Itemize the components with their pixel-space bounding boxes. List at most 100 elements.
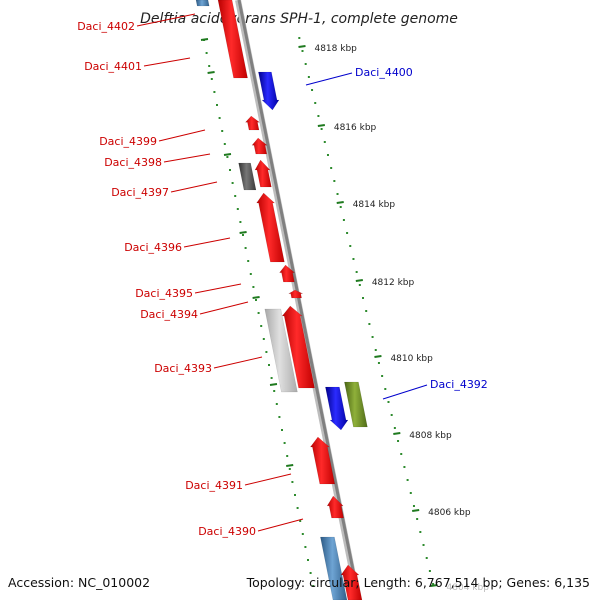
gene-bar-daci-4400[interactable] (258, 71, 280, 111)
gene-bar-daci-4401[interactable] (217, 0, 248, 79)
gene-bar-daci-4395[interactable] (279, 264, 296, 283)
gene-label-daci-4392[interactable]: Daci_4392 (430, 378, 488, 391)
guide-dot-right (387, 401, 390, 403)
guide-dot-right (333, 180, 336, 182)
gene-label-daci-4401[interactable]: Daci_4401 (84, 60, 142, 73)
gene-bar-daci-4392-blue[interactable] (325, 386, 349, 431)
guide-dot-left (283, 442, 286, 444)
gene-label-daci-4400[interactable]: Daci_4400 (355, 66, 413, 79)
guide-dot-right (393, 427, 396, 429)
gene-label-daci-4396[interactable]: Daci_4396 (124, 241, 182, 254)
guide-dot-left (221, 130, 224, 132)
guide-dot-left (213, 91, 216, 93)
guide-dot-left (231, 182, 234, 184)
gene-bar-daci-4398[interactable] (251, 137, 268, 155)
gene-bar-daci-4393-gray[interactable] (264, 308, 298, 393)
guide-dot-left (234, 195, 237, 197)
label-connector-daci-4396 (183, 237, 231, 248)
gene-bar-daci-4393[interactable] (281, 305, 315, 389)
gene-label-daci-4402[interactable]: Daci_4402 (77, 20, 135, 33)
accession-text: Accession: NC_010002 (8, 575, 150, 590)
guide-dot-left (216, 104, 218, 106)
guide-dot-right (336, 193, 339, 195)
guide-tick-left (200, 38, 209, 41)
scale-tick (412, 509, 420, 512)
scale-tick (374, 355, 382, 358)
topology-summary: Topology: circular; Length: 6,767,514 bp… (246, 575, 590, 590)
guide-dot-right (342, 219, 345, 221)
gene-label-daci-4397[interactable]: Daci_4397 (111, 186, 169, 199)
guide-dot-left (208, 65, 211, 67)
gene-bar-daci-4392-olive[interactable] (344, 381, 368, 428)
guide-dot-right (371, 336, 374, 338)
guide-dot-right (349, 245, 352, 247)
gene-labels: Daci_4402 Daci_4401 Daci_4400 Daci_4399 Daci… (77, 13, 488, 538)
guide-dot-left (210, 78, 213, 80)
guide-tick-left (286, 464, 294, 467)
guide-dot-left (307, 559, 309, 561)
gene-bar-daci-4397-gray[interactable] (238, 162, 257, 191)
gene-bar-daci-4397[interactable] (254, 159, 272, 188)
guide-dot-right (339, 206, 342, 208)
guide-dot-left (257, 312, 260, 314)
guide-dot-right (314, 102, 317, 104)
guide-dot-left (294, 494, 296, 496)
guide-dot-left (229, 169, 231, 171)
guide-dot-left (304, 546, 307, 548)
scale-label: 4808 kbp (409, 431, 452, 441)
guide-dot-right (304, 63, 307, 65)
gene-label-daci-4394[interactable]: Daci_4394 (140, 308, 198, 321)
label-connector-daci-4392 (382, 384, 428, 400)
gene-bar-daci-4402[interactable] (195, 0, 210, 7)
gene-features (195, 0, 368, 601)
guide-tick-left (207, 71, 215, 74)
guide-dot-left (242, 234, 244, 236)
guide-dot-right (320, 128, 323, 130)
scale-label: 4816 kbp (334, 123, 377, 133)
guide-dot-right (377, 362, 380, 364)
gene-label-daci-4390[interactable]: Daci_4390 (198, 525, 256, 538)
label-connector-daci-4393 (213, 356, 263, 369)
gene-bar-daci-4396[interactable] (256, 192, 285, 263)
label-connector-daci-4390 (257, 518, 304, 532)
gene-bar-daci-4390[interactable] (326, 495, 344, 519)
guide-dot-right (416, 518, 419, 520)
scale-tick (298, 45, 306, 48)
dna-backbone (235, 0, 361, 601)
guide-dot-right (317, 115, 320, 117)
gene-bar-daci-4399[interactable] (244, 115, 261, 131)
guide-tick-left (269, 383, 278, 386)
guide-dot-right (390, 414, 393, 416)
guide-dot-left (301, 533, 304, 535)
guide-dot-right (301, 50, 304, 52)
gene-bar-lower-steel[interactable] (320, 536, 348, 601)
guide-dot-right (422, 544, 425, 546)
scale-label: 4806 kbp (428, 508, 471, 518)
guide-dot-left (288, 468, 291, 470)
guide-dot-right (409, 492, 412, 494)
guide-dot-left (281, 429, 283, 431)
gene-label-daci-4398[interactable]: Daci_4398 (104, 156, 162, 169)
guide-dot-left (244, 247, 247, 249)
guide-dot-right (397, 440, 400, 442)
guide-dot-right (362, 297, 365, 299)
guide-dot-right (432, 583, 435, 585)
gene-bar-daci-4391[interactable] (309, 436, 336, 485)
label-connector-daci-4394 (199, 301, 249, 315)
gene-label-daci-4395[interactable]: Daci_4395 (135, 287, 193, 300)
gene-label-daci-4399[interactable]: Daci_4399 (99, 135, 157, 148)
guide-dot-left (255, 299, 257, 301)
gene-label-daci-4393[interactable]: Daci_4393 (154, 362, 212, 375)
guide-dot-left (299, 520, 302, 522)
guide-dot-left (273, 390, 276, 392)
scale-tick (336, 201, 344, 204)
gene-label-daci-4391[interactable]: Daci_4391 (185, 479, 243, 492)
gene-bar-daci-4394[interactable] (287, 289, 303, 299)
scale-label: 4814 kbp (353, 200, 396, 210)
guide-dot-left (286, 455, 289, 457)
guide-tick-left (239, 231, 247, 234)
guide-dot-right (311, 89, 314, 91)
scale-label: 4810 kbp (390, 354, 433, 364)
guide-dot-right (307, 76, 310, 78)
